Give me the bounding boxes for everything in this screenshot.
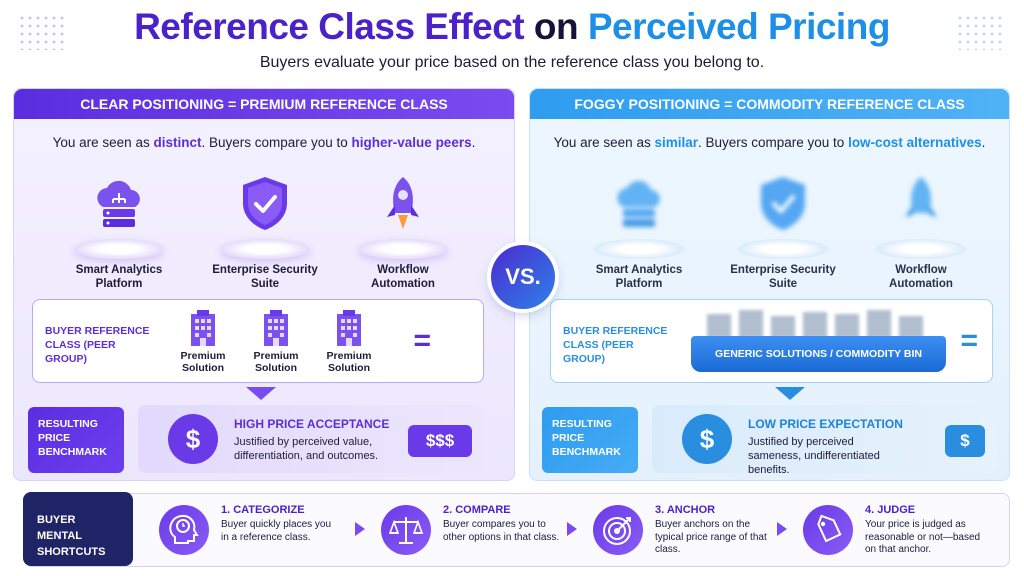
price-badge: $ — [945, 425, 985, 457]
panel-description: You are seen as distinct. Buyers compare… — [52, 135, 476, 150]
product-smart-analytics: Smart Analytics Platform — [54, 167, 184, 290]
dollar-icon: $ — [682, 414, 732, 464]
high-price-acceptance-card: $ HIGH PRICE ACCEPTANCE Justified by per… — [138, 405, 484, 473]
product-enterprise-security-blurred: Enterprise Security Suite — [718, 167, 848, 290]
buyer-mental-shortcuts-bar: BUYER MENTAL SHORTCUTS 1. CATEGORIZE Buye… — [23, 492, 1010, 567]
blurred-buildings-icon — [705, 308, 933, 338]
podium — [738, 239, 828, 259]
result-title: LOW PRICE EXPECTATION — [748, 417, 903, 431]
product-enterprise-security: Enterprise Security Suite — [200, 167, 330, 290]
decorative-dots-left — [18, 14, 68, 50]
target-icon — [593, 505, 643, 555]
resulting-price-benchmark-label: RESULTING PRICE BENCHMARK — [542, 407, 638, 473]
down-arrow-icon — [246, 387, 276, 400]
cloud-server-icon — [609, 173, 669, 233]
step-arrow-icon — [777, 522, 787, 536]
commodity-bin-label: GENERIC SOLUTIONS / COMMODITY BIN — [691, 336, 946, 372]
podium — [74, 239, 164, 259]
step-arrow-icon — [355, 522, 365, 536]
commodity-bin: GENERIC SOLUTIONS / COMMODITY BIN — [691, 308, 946, 374]
step-compare: 2. COMPARE Buyer compares you to other o… — [381, 502, 571, 558]
shield-check-icon — [753, 173, 813, 233]
commodity-positioning-panel: FOGGY POSITIONING = COMMODITY REFERENCE … — [529, 88, 1010, 481]
low-price-expectation-card: $ LOW PRICE EXPECTATION Justified by per… — [652, 405, 997, 476]
product-workflow-automation: Workflow Automation — [338, 167, 468, 290]
step-anchor: 3. ANCHOR Buyer anchors on the typical p… — [593, 502, 783, 558]
reference-class-label: BUYER REFERENCE CLASS (PEER GROUP) — [563, 325, 668, 365]
shield-check-icon — [235, 173, 295, 233]
decorative-dots-right — [956, 14, 1006, 50]
podium — [876, 239, 966, 259]
down-arrow-icon — [775, 387, 805, 400]
product-workflow-automation-blurred: Workflow Automation — [856, 167, 986, 290]
result-title: HIGH PRICE ACCEPTANCE — [234, 417, 390, 431]
equals-sign: = — [960, 324, 978, 357]
building-icon — [333, 310, 365, 346]
step-arrow-icon — [567, 522, 577, 536]
product-smart-analytics-blurred: Smart Analytics Platform — [574, 167, 704, 290]
building-icon — [187, 310, 219, 346]
equals-sign: = — [413, 324, 431, 357]
reference-class-label: BUYER REFERENCE CLASS (PEER GROUP) — [45, 325, 150, 365]
head-clock-icon — [159, 505, 209, 555]
price-tag-icon — [803, 505, 853, 555]
reference-class-box: BUYER REFERENCE CLASS (PEER GROUP) Premiu… — [32, 299, 484, 383]
panel-description: You are seen as similar. Buyers compare … — [553, 135, 986, 150]
peer-premium-solution: Premium Solution — [173, 310, 233, 374]
panel-heading: FOGGY POSITIONING = COMMODITY REFERENCE … — [530, 89, 1009, 119]
step-categorize: 1. CATEGORIZE Buyer quickly places you i… — [159, 502, 349, 558]
vs-badge: VS. — [491, 245, 555, 309]
podium — [358, 239, 448, 259]
scale-icon — [381, 505, 431, 555]
premium-positioning-panel: CLEAR POSITIONING = PREMIUM REFERENCE CL… — [13, 88, 515, 481]
peer-premium-solution: Premium Solution — [319, 310, 379, 374]
result-description: Justified by perceived value, differenti… — [234, 436, 379, 462]
reference-class-box: BUYER REFERENCE CLASS (PEER GROUP) GENERI… — [550, 299, 993, 383]
rocket-icon — [891, 173, 951, 233]
panel-heading: CLEAR POSITIONING = PREMIUM REFERENCE CL… — [14, 89, 514, 119]
podium — [594, 239, 684, 259]
shortcuts-heading: BUYER MENTAL SHORTCUTS — [23, 492, 133, 566]
cloud-server-icon — [89, 173, 149, 233]
result-description: Justified by perceived sameness, undiffe… — [748, 436, 880, 476]
resulting-price-benchmark-label: RESULTING PRICE BENCHMARK — [28, 407, 124, 473]
dollar-icon: $ — [168, 414, 218, 464]
building-icon — [260, 310, 292, 346]
step-judge: 4. JUDGE Your price is judged as reasona… — [803, 502, 1003, 558]
podium — [220, 239, 310, 259]
page-title: Reference Class Effect on Perceived Pric… — [134, 6, 890, 47]
rocket-icon — [373, 173, 433, 233]
peer-premium-solution: Premium Solution — [246, 310, 306, 374]
page-subtitle: Buyers evaluate your price based on the … — [259, 54, 765, 71]
price-badge: $$$ — [408, 425, 472, 457]
